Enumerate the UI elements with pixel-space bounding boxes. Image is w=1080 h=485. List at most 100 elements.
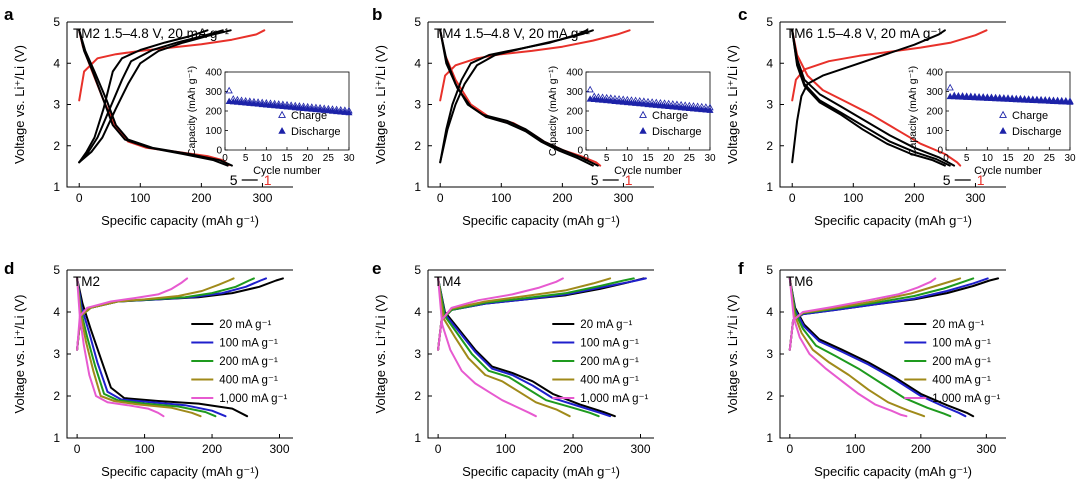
series-line-green (76, 277, 217, 418)
inset-x-axis-title: Cycle number (253, 165, 321, 177)
inset-charge-point (586, 85, 594, 93)
inset-charge-point (254, 98, 262, 105)
y-axis-title: Voltage vs. Li⁺/Li (V) (12, 45, 27, 164)
inset-charge-point (954, 91, 963, 99)
x-tick-label: 200 (202, 442, 222, 456)
legend-label: 100 mA g⁻¹ (580, 338, 639, 350)
x-tick-label: 300 (965, 191, 985, 205)
inset-charge-point (1049, 96, 1058, 104)
y-tick-label: 2 (766, 389, 773, 403)
inset-charge-point (316, 104, 324, 111)
inset-charge-point (1020, 95, 1029, 102)
legend-label: 200 mA g⁻¹ (932, 356, 991, 368)
inset-charge-point (299, 102, 308, 110)
panel-title: TM4 1.5–4.8 V, 20 mA g⁻¹ (434, 26, 590, 41)
y-tick-label: 3 (53, 98, 60, 112)
cycle-label-first: 1 (977, 172, 985, 188)
inset-y-tick-label: 200 (566, 107, 583, 118)
inset-y-tick-label: 0 (216, 146, 222, 157)
y-tick-label: 2 (414, 389, 421, 403)
y-tick-label: 5 (766, 15, 773, 29)
x-tick-label: 100 (845, 442, 865, 456)
inset-charge-point (246, 97, 254, 105)
x-tick-label: 0 (76, 191, 83, 205)
panel-e: e 1 2 3 4 5 0 100 200 300 Specific capacity (mAh g… (372, 259, 654, 479)
series-line-olive (76, 277, 235, 351)
inset-charge-point (225, 86, 233, 94)
inset-charge-point (1037, 95, 1045, 103)
inset-charge-point (337, 106, 345, 113)
y-axis-title: Voltage vs. Li⁺/Li (V) (373, 45, 388, 164)
inset-charge-point (258, 98, 266, 106)
y-tick-label: 4 (414, 305, 421, 319)
y-axis-title: Voltage vs. Li⁺/Li (V) (12, 295, 27, 414)
inset-charge-point (303, 102, 312, 110)
inset-charge-point (950, 91, 958, 99)
inset-charge-point (967, 92, 975, 100)
inset-charge-point (590, 92, 598, 100)
x-tick-label: 100 (843, 191, 863, 205)
inset-charge-point (698, 102, 706, 110)
y-tick-label: 5 (53, 263, 60, 277)
inset-charge-point (677, 100, 685, 108)
inset-charge-point (991, 93, 1000, 101)
inset-x-tick-label: 10 (622, 153, 634, 164)
legend-label: 1,000 mA g⁻¹ (932, 393, 1000, 405)
series-line-olive (788, 277, 926, 418)
inset-y-tick-label: 400 (566, 68, 583, 79)
series-line-blue (788, 277, 967, 418)
legend-label: 20 mA g⁻¹ (932, 319, 984, 331)
x-tick-label: 0 (435, 442, 442, 456)
inset-charge-point (664, 99, 673, 107)
panel-f: f 1 2 3 4 5 0 100 200 300 Specific capacity (mAh g… (725, 259, 1006, 479)
panel-label-a: a (4, 5, 14, 24)
inset-charge-point (946, 83, 954, 91)
legend-label: 1,000 mA g⁻¹ (580, 393, 648, 405)
y-tick-label: 1 (766, 180, 773, 194)
inset-charge-point (324, 104, 333, 112)
panel-title: TM2 (73, 274, 100, 289)
inset-x-tick-label: 25 (323, 153, 335, 164)
inset-charge-point (1012, 94, 1020, 102)
x-tick-label: 200 (904, 191, 924, 205)
inset-legend-discharge-marker (278, 127, 286, 134)
inset-charge-point (607, 94, 615, 101)
inset-charge-point (611, 94, 619, 102)
inset-charge-point (598, 93, 607, 101)
y-tick-label: 3 (53, 347, 60, 361)
inset-x-tick-label: 30 (343, 153, 355, 164)
panel-label-d: d (4, 259, 14, 278)
y-tick-label: 4 (414, 56, 421, 70)
legend-label: 100 mA g⁻¹ (932, 338, 991, 350)
y-tick-label: 2 (766, 139, 773, 153)
inset-y-tick-label: 300 (566, 87, 583, 98)
x-axis-title: Specific capacity (mAh g⁻¹) (462, 464, 620, 479)
series-line-olive (437, 277, 571, 418)
inset-x-tick-label: 0 (583, 153, 589, 164)
y-tick-label: 5 (53, 15, 60, 29)
inset-charge-point (983, 93, 992, 100)
cycle-label-last: 5 (943, 172, 951, 188)
axes-frame (427, 269, 654, 439)
series-line-black (78, 29, 232, 164)
inset-x-tick-label: 5 (964, 153, 970, 164)
x-tick-label: 200 (191, 191, 211, 205)
inset-y-tick-label: 200 (926, 107, 943, 118)
inset-legend-discharge: Discharge (652, 126, 702, 138)
x-axis-title: Specific capacity (mAh g⁻¹) (814, 213, 972, 228)
y-tick-label: 5 (414, 15, 421, 29)
x-tick-label: 100 (491, 191, 511, 205)
panel-label-c: c (738, 5, 747, 24)
inset-charge-point (1008, 94, 1016, 102)
inset-charge-point (1004, 94, 1012, 101)
inset-charge-point (1062, 97, 1070, 104)
inset-x-tick-label: 0 (222, 153, 228, 164)
x-tick-label: 100 (135, 442, 155, 456)
y-axis-title: Voltage vs. Li⁺/Li (V) (725, 45, 740, 164)
inset-legend-discharge: Discharge (1012, 126, 1062, 138)
inset-x-tick-label: 10 (261, 153, 273, 164)
